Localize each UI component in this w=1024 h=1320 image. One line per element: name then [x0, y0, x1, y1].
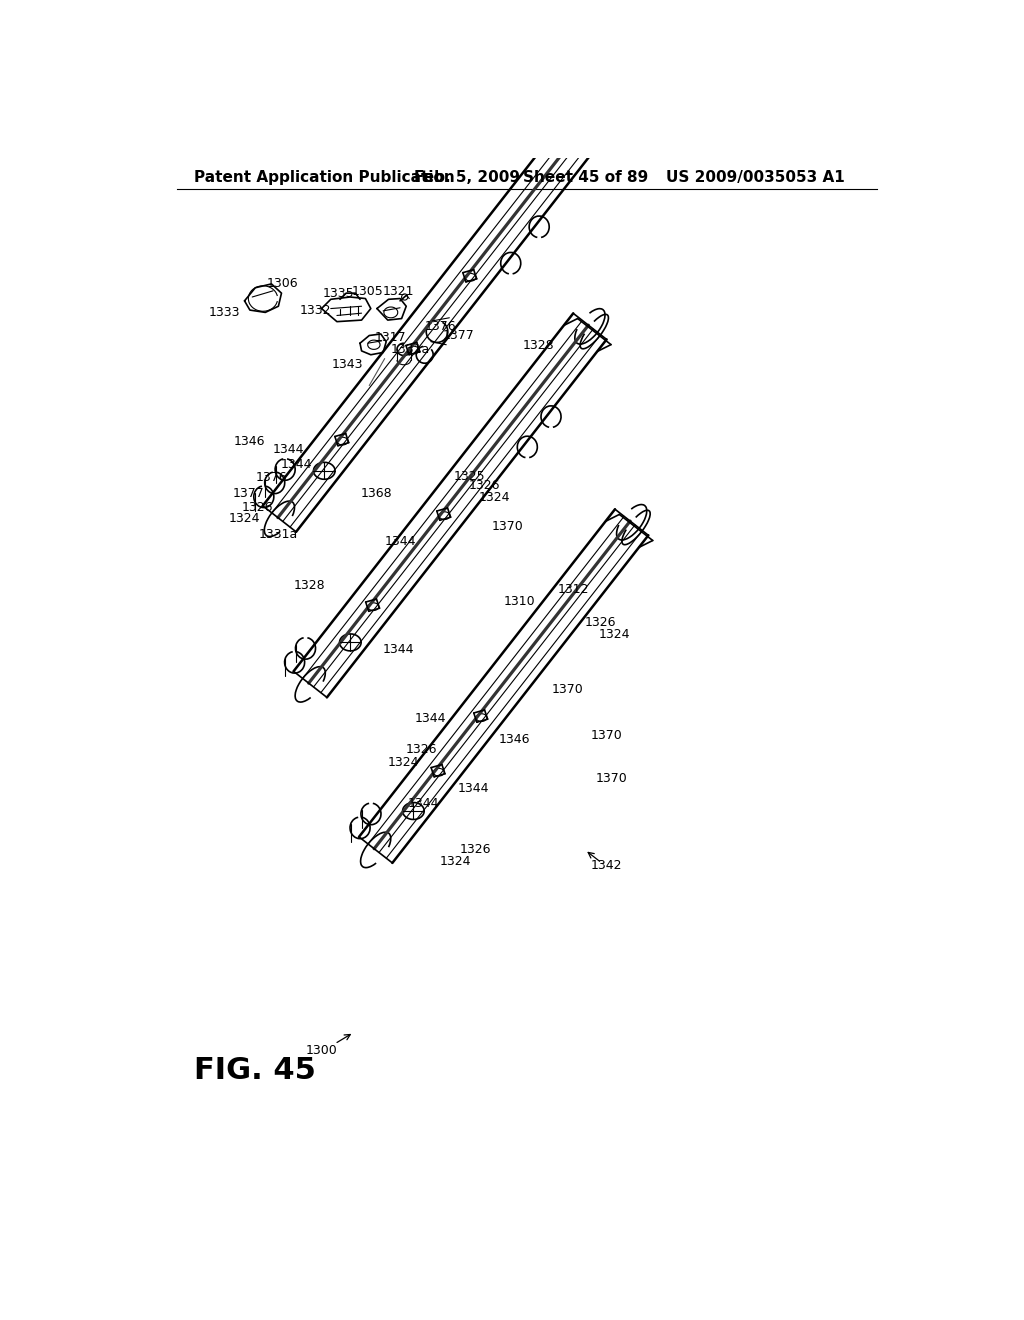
Text: 1344: 1344 [408, 797, 439, 810]
Text: 1326: 1326 [242, 500, 273, 513]
Text: 1332: 1332 [300, 305, 331, 317]
Text: 1346: 1346 [499, 733, 529, 746]
Text: 1344: 1344 [458, 781, 489, 795]
Text: 1326: 1326 [406, 743, 437, 756]
Text: 1377: 1377 [232, 487, 264, 500]
Text: 1324: 1324 [388, 756, 420, 770]
Text: 1331a: 1331a [390, 343, 430, 356]
Text: 1317: 1317 [375, 330, 407, 343]
Text: 1343: 1343 [332, 358, 364, 371]
Text: 1333: 1333 [209, 306, 241, 319]
Text: 1376: 1376 [256, 471, 288, 484]
Text: 1346: 1346 [234, 436, 265, 449]
Text: 1326: 1326 [469, 479, 501, 492]
Text: 1328: 1328 [294, 579, 325, 593]
Text: 1300: 1300 [305, 1044, 337, 1056]
Text: 1370: 1370 [591, 730, 623, 742]
Text: 1344: 1344 [384, 536, 416, 548]
Text: 1344: 1344 [415, 713, 446, 726]
Text: 1324: 1324 [598, 628, 630, 640]
Text: 1312: 1312 [557, 583, 589, 597]
Text: 1368: 1368 [361, 487, 393, 500]
Text: US 2009/0035053 A1: US 2009/0035053 A1 [666, 170, 845, 185]
Text: 1377: 1377 [442, 329, 474, 342]
Text: 1305: 1305 [352, 285, 384, 298]
Text: 1331a: 1331a [259, 528, 298, 541]
Text: 1324: 1324 [478, 491, 510, 504]
Text: 1376: 1376 [424, 319, 456, 333]
Text: 1321: 1321 [383, 285, 415, 298]
Text: 1310: 1310 [504, 594, 536, 607]
Text: 1326: 1326 [585, 616, 616, 630]
Text: FIG. 45: FIG. 45 [194, 1056, 315, 1085]
Text: 1370: 1370 [596, 772, 628, 785]
Text: 1342: 1342 [591, 859, 623, 871]
Text: 1335: 1335 [323, 286, 354, 300]
Text: 1306: 1306 [266, 277, 298, 289]
Text: 1326: 1326 [460, 843, 492, 857]
Text: 1344: 1344 [272, 444, 304, 455]
Text: 1324: 1324 [228, 512, 260, 525]
Text: Patent Application Publication: Patent Application Publication [194, 170, 455, 185]
Text: 1325: 1325 [454, 470, 485, 483]
Text: 1370: 1370 [552, 684, 584, 696]
Text: 1370: 1370 [492, 520, 523, 533]
Text: Feb. 5, 2009: Feb. 5, 2009 [414, 170, 520, 185]
Text: 1324: 1324 [439, 855, 471, 869]
Text: 1344: 1344 [383, 643, 415, 656]
Text: Sheet 45 of 89: Sheet 45 of 89 [523, 170, 648, 185]
Text: 1344: 1344 [281, 458, 312, 471]
Text: 1328: 1328 [523, 339, 554, 352]
